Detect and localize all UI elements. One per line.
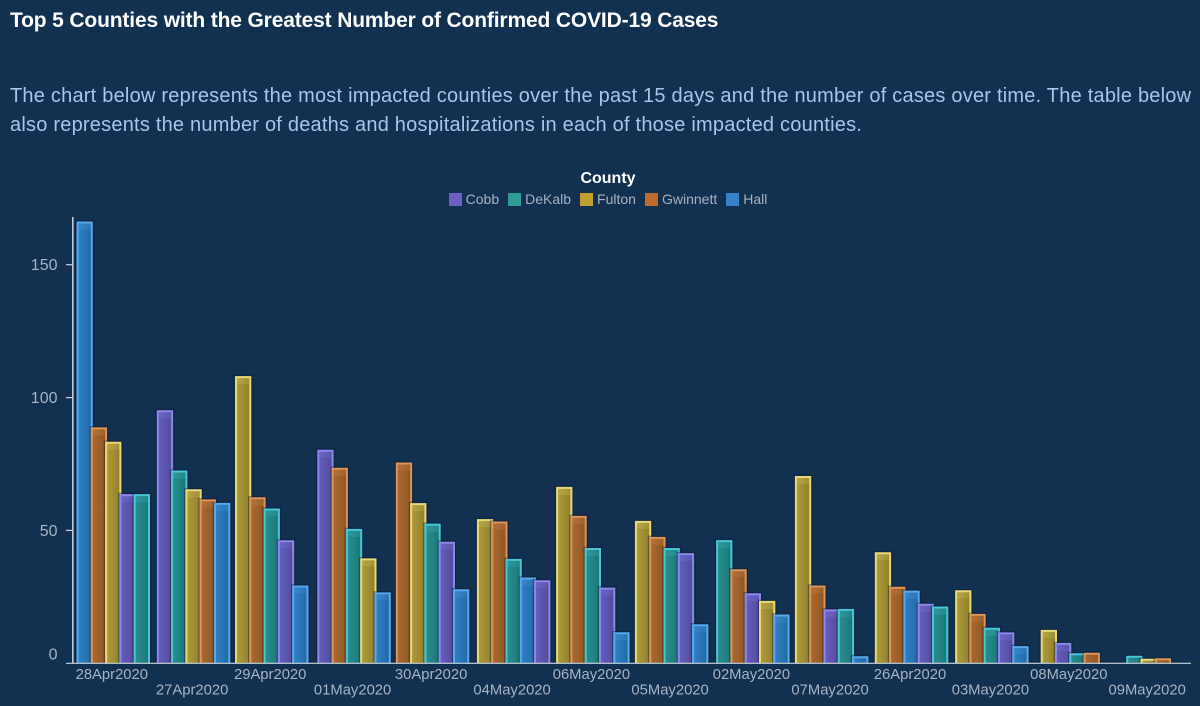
svg-text:29Apr2020: 29Apr2020 — [234, 667, 306, 683]
svg-text:30Apr2020: 30Apr2020 — [395, 667, 467, 683]
svg-text:28Apr2020: 28Apr2020 — [76, 667, 148, 683]
svg-text:07May2020: 07May2020 — [791, 682, 868, 698]
svg-text:05May2020: 05May2020 — [631, 682, 708, 698]
svg-text:09May2020: 09May2020 — [1109, 682, 1186, 698]
svg-text:03May2020: 03May2020 — [952, 682, 1029, 698]
svg-text:150: 150 — [31, 257, 58, 274]
svg-text:02May2020: 02May2020 — [713, 667, 790, 683]
svg-text:01May2020: 01May2020 — [314, 682, 391, 698]
svg-text:0: 0 — [49, 647, 58, 664]
svg-text:08May2020: 08May2020 — [1030, 667, 1107, 683]
svg-text:27Apr2020: 27Apr2020 — [156, 682, 228, 698]
svg-text:100: 100 — [31, 390, 58, 407]
svg-text:26Apr2020: 26Apr2020 — [874, 667, 946, 683]
svg-text:04May2020: 04May2020 — [473, 682, 550, 698]
svg-text:50: 50 — [40, 523, 58, 540]
svg-text:06May2020: 06May2020 — [553, 667, 630, 683]
